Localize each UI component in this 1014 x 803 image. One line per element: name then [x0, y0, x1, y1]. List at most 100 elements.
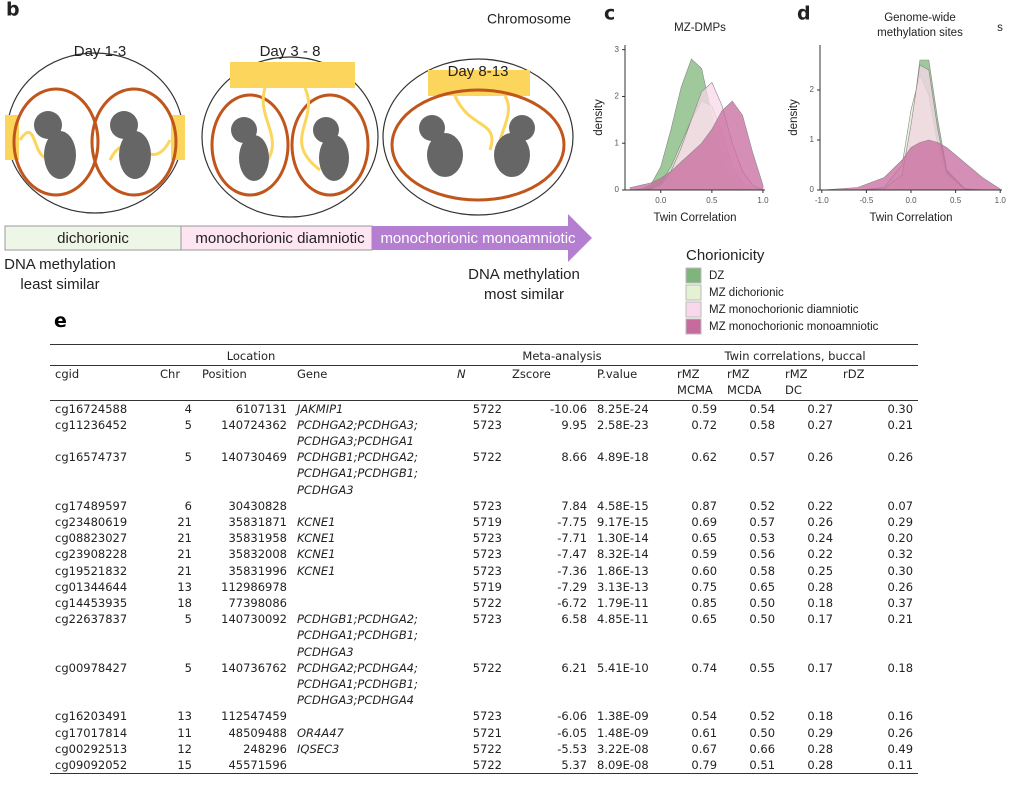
- table-cell: 0.51: [722, 757, 781, 775]
- table-cell: 0.67: [691, 741, 718, 756]
- panel-label: b: [6, 0, 20, 21]
- chromosome-label: Chromosome: [487, 11, 571, 27]
- table-cell: -7.29: [557, 579, 588, 594]
- table-cell: 5: [184, 450, 192, 465]
- table-cell: 1.38E-09: [597, 709, 649, 724]
- table-row: cg17489597 6 30430828 5723 7.84 4.58E-15 0.87 0…: [50, 498, 918, 514]
- y-tick-label: 0: [810, 185, 815, 194]
- table-cell: 0.59: [691, 547, 718, 562]
- table-cell: cg19521832: [55, 563, 128, 578]
- note: s: [997, 22, 1003, 34]
- table-cell: 5: [184, 417, 192, 432]
- table-row: cg00292513 12 248296 IQSEC3 5722 -5.53 3.22E-0…: [50, 741, 918, 757]
- chart-title: MZ-DMPs: [674, 22, 726, 34]
- table-cell: 0.69: [691, 515, 718, 530]
- x-tick-label: 0.5: [950, 196, 962, 205]
- legend-label: MZ monochorionic diamniotic: [709, 304, 859, 316]
- legend-label: MZ dichorionic: [709, 287, 784, 299]
- table-cell: 0.18: [807, 596, 834, 611]
- table-cell: 0.25: [807, 563, 834, 578]
- table-cell: 0.27: [807, 417, 834, 432]
- table-cell: 0.79: [672, 757, 723, 775]
- y-tick-label: 2: [615, 92, 620, 101]
- table-cell: 0.49: [887, 741, 914, 756]
- figure-top: b Chromosome Day 1-3 Day 3 - 8 Day 8-13 …: [4, 0, 1006, 335]
- table-cell: 0.55: [749, 660, 776, 675]
- table-row: cg14453935 18 77398086 5722 -6.72 1.79E-11 0.8…: [50, 595, 918, 611]
- gene-line: KCNE1: [297, 531, 336, 546]
- table-cell: 4.89E-18: [597, 450, 649, 465]
- table-cell: -5.53: [557, 741, 588, 756]
- table-cell: 0.53: [749, 531, 776, 546]
- y-axis-label: density: [593, 99, 605, 136]
- header-line: Zscore: [512, 367, 551, 382]
- type-box: [4, 225, 182, 251]
- table-cell: 6107131: [235, 401, 287, 416]
- gene-line: PCDHGA2;PCDHGA3;: [297, 417, 418, 432]
- header-line: rMZ: [677, 367, 700, 382]
- column-header: Chr: [155, 365, 197, 401]
- column-header: rDZ: [838, 365, 919, 401]
- legend-swatch: [685, 267, 702, 284]
- table-cell: 0.16: [887, 709, 914, 724]
- results-table: Location Meta-analysis Twin correlations, …: [50, 343, 919, 775]
- table-cell: 0.87: [691, 498, 718, 513]
- table-cell: 0.29: [887, 515, 914, 530]
- table-cell: 5722: [472, 596, 503, 611]
- x-axis-label: Twin Correlation: [869, 212, 952, 224]
- panel-label: c: [604, 3, 615, 25]
- table-cell: 5723: [472, 531, 503, 546]
- legend-title: Chorionicity: [686, 247, 765, 264]
- group-header: Twin correlations, buccal: [672, 343, 919, 367]
- header-line: rMZ: [727, 367, 750, 382]
- table-cell: 5721: [472, 725, 503, 740]
- table-cell: -7.47: [557, 547, 588, 562]
- table-cell: [292, 595, 452, 611]
- table-cell: 5.37: [507, 757, 593, 775]
- header-line: Chr: [160, 367, 181, 382]
- column-header: cgid: [50, 365, 155, 401]
- table-cell: IQSEC3: [292, 741, 452, 757]
- table-cell: 15: [155, 757, 197, 775]
- table-cell: 0.61: [691, 725, 718, 740]
- table-cell: 0.26: [887, 579, 914, 594]
- gene-line: PCDHGB1;PCDHGA2;: [297, 450, 418, 465]
- table-cell: 0.65: [691, 612, 718, 627]
- table-cell: 21: [177, 515, 192, 530]
- column-header: N: [452, 365, 508, 401]
- table-cell: 4.58E-15: [597, 498, 649, 513]
- legend-swatch: [685, 284, 702, 301]
- table-cell: 8.09E-08: [592, 757, 673, 775]
- table-cell: 0.18: [807, 709, 834, 724]
- stage-label: Day 3 - 8: [260, 43, 321, 60]
- table-row: cg23480619 21 35831871 KCNE1 5719 -7.75 9.17E-…: [50, 514, 918, 530]
- table-cell: 0.18: [887, 660, 914, 675]
- table-row: cg16203491 13 112547459 5723 -6.06 1.38E-09 0.…: [50, 708, 918, 724]
- table-cell: 0.59: [691, 401, 718, 416]
- table-cell: 3.22E-08: [597, 741, 649, 756]
- table-cell: 0.54: [691, 709, 718, 724]
- table-cell: 0.26: [807, 450, 834, 465]
- table-cell: 0.26: [887, 450, 914, 465]
- table-cell: 0.57: [749, 515, 776, 530]
- x-tick-label: 0.5: [706, 196, 718, 205]
- x-tick-label: 0.0: [905, 196, 917, 205]
- table-cell: 5722: [472, 660, 503, 675]
- table-cell: -7.36: [557, 563, 588, 578]
- y-tick-label: 0: [615, 185, 620, 194]
- stage-3: [382, 58, 574, 216]
- table-cell: 0.52: [749, 498, 776, 513]
- table-cell: 1.48E-09: [597, 725, 649, 740]
- table-cell: 8.25E-24: [597, 401, 649, 416]
- stage-1: [5, 52, 185, 214]
- gene-line: KCNE1: [297, 563, 336, 578]
- table-cell: 5.41E-10: [597, 660, 649, 675]
- table-cell: 0.07: [887, 498, 914, 513]
- legend-label: DZ: [709, 270, 724, 282]
- table-cell: 35831871: [228, 515, 287, 530]
- table-cell: cg16724588: [55, 401, 128, 416]
- table-cell: 9.95: [561, 417, 588, 432]
- table-cell: PCDHGB1;PCDHGA2; PCDHGA1;PCDHGB1; PCDHGA3: [292, 449, 452, 498]
- table-cell: 0.11: [838, 757, 919, 775]
